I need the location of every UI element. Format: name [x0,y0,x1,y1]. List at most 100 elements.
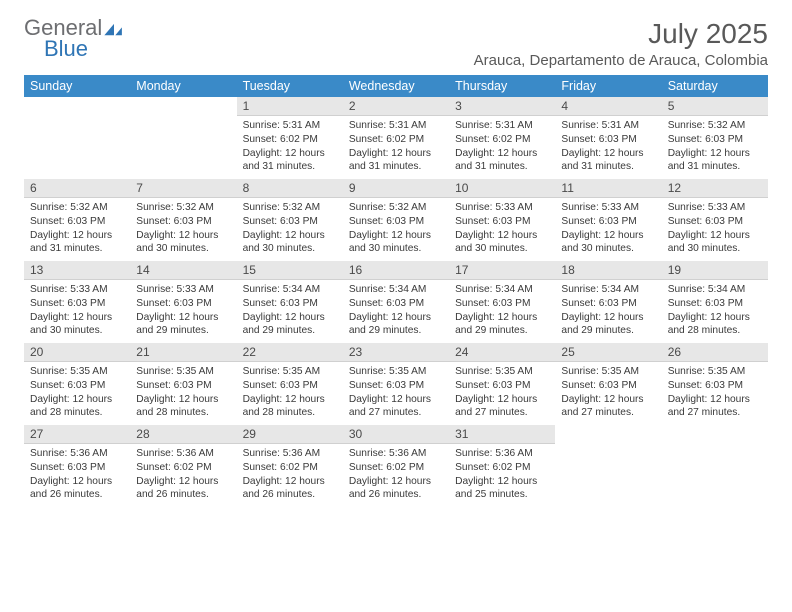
calendar-page: GeneralBlue July 2025 Arauca, Departamen… [0,0,792,507]
sunrise-line: Sunrise: 5:33 AM [136,283,230,297]
sunrise-line: Sunrise: 5:33 AM [455,201,549,215]
day-number: 25 [555,343,661,362]
day-body: Sunrise: 5:31 AMSunset: 6:02 PMDaylight:… [343,116,449,178]
day-number: 19 [662,261,768,280]
sunrise-line: Sunrise: 5:33 AM [668,201,762,215]
sunrise-line: Sunrise: 5:34 AM [349,283,443,297]
day-body: Sunrise: 5:31 AMSunset: 6:02 PMDaylight:… [237,116,343,178]
brand-text-2: Blue [44,36,88,61]
day-cell: 6Sunrise: 5:32 AMSunset: 6:03 PMDaylight… [24,179,130,261]
sunrise-line: Sunrise: 5:31 AM [243,119,337,133]
day-cell: 21Sunrise: 5:35 AMSunset: 6:03 PMDayligh… [130,343,236,425]
sunset-line: Sunset: 6:03 PM [668,297,762,311]
daylight-line: Daylight: 12 hours and 28 minutes. [668,311,762,339]
daylight-line: Daylight: 12 hours and 28 minutes. [136,393,230,421]
sunrise-line: Sunrise: 5:35 AM [136,365,230,379]
day-number: 27 [24,425,130,444]
day-number: 24 [449,343,555,362]
sunset-line: Sunset: 6:03 PM [349,215,443,229]
day-body: Sunrise: 5:33 AMSunset: 6:03 PMDaylight:… [24,280,130,342]
daylight-line: Daylight: 12 hours and 31 minutes. [243,147,337,175]
day-body: Sunrise: 5:36 AMSunset: 6:02 PMDaylight:… [449,444,555,506]
day-number: 22 [237,343,343,362]
sunrise-line: Sunrise: 5:35 AM [668,365,762,379]
day-body: Sunrise: 5:34 AMSunset: 6:03 PMDaylight:… [343,280,449,342]
sunrise-line: Sunrise: 5:31 AM [455,119,549,133]
day-cell: 7Sunrise: 5:32 AMSunset: 6:03 PMDaylight… [130,179,236,261]
day-body: Sunrise: 5:34 AMSunset: 6:03 PMDaylight:… [449,280,555,342]
day-body: Sunrise: 5:34 AMSunset: 6:03 PMDaylight:… [237,280,343,342]
sunrise-line: Sunrise: 5:32 AM [243,201,337,215]
day-number: 20 [24,343,130,362]
day-cell: 5Sunrise: 5:32 AMSunset: 6:03 PMDaylight… [662,97,768,179]
sunset-line: Sunset: 6:03 PM [455,297,549,311]
day-body: Sunrise: 5:34 AMSunset: 6:03 PMDaylight:… [555,280,661,342]
sunrise-line: Sunrise: 5:34 AM [243,283,337,297]
day-cell: 25Sunrise: 5:35 AMSunset: 6:03 PMDayligh… [555,343,661,425]
day-cell: 30Sunrise: 5:36 AMSunset: 6:02 PMDayligh… [343,425,449,507]
day-cell: 3Sunrise: 5:31 AMSunset: 6:02 PMDaylight… [449,97,555,179]
sunset-line: Sunset: 6:03 PM [30,297,124,311]
sunset-line: Sunset: 6:03 PM [243,215,337,229]
sunset-line: Sunset: 6:03 PM [349,297,443,311]
day-body: Sunrise: 5:31 AMSunset: 6:02 PMDaylight:… [449,116,555,178]
day-body: Sunrise: 5:35 AMSunset: 6:03 PMDaylight:… [237,362,343,424]
empty-cell [662,425,768,507]
day-body: Sunrise: 5:33 AMSunset: 6:03 PMDaylight:… [449,198,555,260]
sunrise-line: Sunrise: 5:34 AM [668,283,762,297]
weekday-header: Tuesday [237,75,343,97]
day-number: 16 [343,261,449,280]
sunset-line: Sunset: 6:03 PM [455,215,549,229]
day-body: Sunrise: 5:34 AMSunset: 6:03 PMDaylight:… [662,280,768,342]
day-body: Sunrise: 5:35 AMSunset: 6:03 PMDaylight:… [449,362,555,424]
sunrise-line: Sunrise: 5:32 AM [136,201,230,215]
sunset-line: Sunset: 6:03 PM [561,379,655,393]
day-body: Sunrise: 5:36 AMSunset: 6:02 PMDaylight:… [237,444,343,506]
calendar-row: 20Sunrise: 5:35 AMSunset: 6:03 PMDayligh… [24,343,768,425]
daylight-line: Daylight: 12 hours and 29 minutes. [561,311,655,339]
location-text: Arauca, Departamento de Arauca, Colombia [474,52,768,69]
day-body: Sunrise: 5:32 AMSunset: 6:03 PMDaylight:… [130,198,236,260]
day-number: 8 [237,179,343,198]
day-body: Sunrise: 5:36 AMSunset: 6:03 PMDaylight:… [24,444,130,506]
empty-cell [24,97,130,179]
day-number: 4 [555,97,661,116]
sunset-line: Sunset: 6:03 PM [243,297,337,311]
sunset-line: Sunset: 6:02 PM [455,461,549,475]
weekday-header: Sunday [24,75,130,97]
daylight-line: Daylight: 12 hours and 27 minutes. [455,393,549,421]
daylight-line: Daylight: 12 hours and 30 minutes. [30,311,124,339]
day-cell: 23Sunrise: 5:35 AMSunset: 6:03 PMDayligh… [343,343,449,425]
sunrise-line: Sunrise: 5:32 AM [349,201,443,215]
calendar-table: SundayMondayTuesdayWednesdayThursdayFrid… [24,75,768,507]
day-number: 5 [662,97,768,116]
sunset-line: Sunset: 6:02 PM [136,461,230,475]
daylight-line: Daylight: 12 hours and 26 minutes. [349,475,443,503]
day-number: 9 [343,179,449,198]
sunset-line: Sunset: 6:03 PM [243,379,337,393]
sunset-line: Sunset: 6:03 PM [668,133,762,147]
daylight-line: Daylight: 12 hours and 31 minutes. [349,147,443,175]
day-number: 26 [662,343,768,362]
calendar-row: 13Sunrise: 5:33 AMSunset: 6:03 PMDayligh… [24,261,768,343]
day-number: 14 [130,261,236,280]
day-number: 11 [555,179,661,198]
day-body: Sunrise: 5:35 AMSunset: 6:03 PMDaylight:… [662,362,768,424]
day-cell: 1Sunrise: 5:31 AMSunset: 6:02 PMDaylight… [237,97,343,179]
daylight-line: Daylight: 12 hours and 30 minutes. [136,229,230,257]
day-number: 7 [130,179,236,198]
day-number [24,97,130,115]
day-body: Sunrise: 5:31 AMSunset: 6:03 PMDaylight:… [555,116,661,178]
day-body: Sunrise: 5:32 AMSunset: 6:03 PMDaylight:… [24,198,130,260]
sunrise-line: Sunrise: 5:34 AM [455,283,549,297]
day-number: 6 [24,179,130,198]
day-number: 13 [24,261,130,280]
empty-cell [130,97,236,179]
calendar-row: 1Sunrise: 5:31 AMSunset: 6:02 PMDaylight… [24,97,768,179]
day-body: Sunrise: 5:33 AMSunset: 6:03 PMDaylight:… [662,198,768,260]
sunrise-line: Sunrise: 5:33 AM [30,283,124,297]
sunset-line: Sunset: 6:02 PM [349,133,443,147]
weekday-header: Thursday [449,75,555,97]
brand-logo: GeneralBlue [24,18,124,60]
sunrise-line: Sunrise: 5:31 AM [561,119,655,133]
